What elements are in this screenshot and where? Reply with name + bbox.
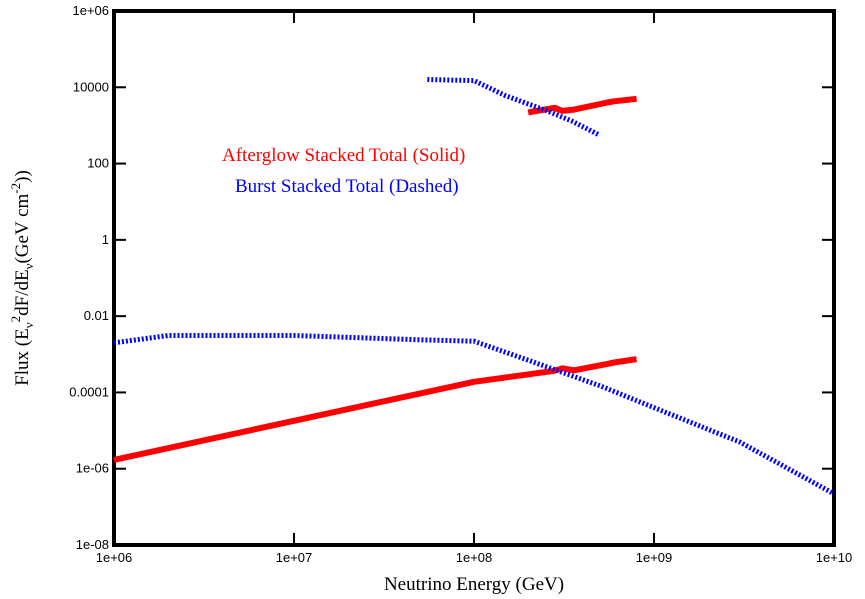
x-axis-title: Neutrino Energy (GeV) xyxy=(384,574,564,595)
annotation-afterglow: Afterglow Stacked Total (Solid) xyxy=(222,145,465,166)
series-burst-low-line xyxy=(113,333,836,496)
y-axis-title-sup2: -2 xyxy=(8,183,23,194)
y-axis-title-close: )) xyxy=(12,170,33,183)
y-tick-label: 1 xyxy=(102,232,109,247)
x-tick-labels: 1e+06 1e+07 1e+08 1e+09 1e+10 xyxy=(96,550,853,565)
y-tick-labels: 1e-08 1e-06 0.0001 0.01 1 100 10000 1e+06 xyxy=(69,3,109,552)
tick-marks xyxy=(114,11,834,545)
y-tick-label: 1e-08 xyxy=(76,537,109,552)
y-tick-label: 1e-06 xyxy=(76,461,109,476)
y-tick-label: 100 xyxy=(87,156,109,171)
plot-frame xyxy=(112,9,836,547)
x-tick-label: 1e+09 xyxy=(636,550,673,565)
y-tick-label: 10000 xyxy=(73,79,109,94)
y-axis-title-sup1: 2 xyxy=(8,316,23,323)
y-axis-title: Flux (Eν2dF/dEν(GeV cm-2)) xyxy=(8,170,36,386)
annotation-burst: Burst Stacked Total (Dashed) xyxy=(235,176,459,197)
y-axis-title-open: (GeV cm xyxy=(12,193,33,263)
y-tick-label: 1e+06 xyxy=(72,3,109,18)
series-afterglow-low-line xyxy=(113,356,638,463)
y-axis-title-sub2: ν xyxy=(21,263,36,269)
y-tick-label: 0.01 xyxy=(84,308,109,323)
data-series xyxy=(113,77,836,496)
series-burst-high-line xyxy=(427,77,601,138)
y-axis-title-sub1: ν xyxy=(21,322,36,328)
x-tick-label: 1e+07 xyxy=(276,550,313,565)
x-tick-label: 1e+06 xyxy=(96,550,133,565)
series-afterglow-high-line xyxy=(527,95,637,116)
y-axis-title-mid: dF/dE xyxy=(12,269,33,315)
x-tick-label: 1e+10 xyxy=(816,550,853,565)
y-axis-title-prefix: Flux (E xyxy=(12,328,33,386)
x-tick-label: 1e+08 xyxy=(456,550,493,565)
y-tick-label: 0.0001 xyxy=(69,384,109,399)
